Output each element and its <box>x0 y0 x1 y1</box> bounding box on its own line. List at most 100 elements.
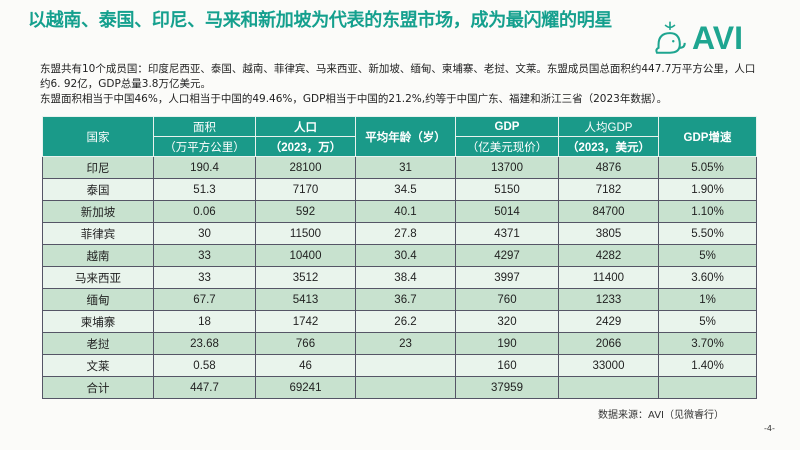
table-cell: 13700 <box>455 156 559 179</box>
table-cell: 11500 <box>255 222 356 245</box>
table-row: 新加坡 0.06 592 40.1 5014 84700 1.10% <box>42 200 757 223</box>
table-cell: 36.7 <box>355 288 456 311</box>
table-cell: 1.10% <box>658 200 757 223</box>
table-cell: 新加坡 <box>42 200 154 223</box>
header-age: 平均年龄（岁） <box>355 116 456 157</box>
table-cell: 27.8 <box>355 222 456 245</box>
whale-icon <box>655 21 686 54</box>
table-cell: 320 <box>455 310 559 333</box>
table-row: 老挝 23.68 766 23 190 2066 3.70% <box>42 332 757 355</box>
table-cell <box>658 376 757 399</box>
table-cell: 31 <box>355 156 456 179</box>
table-cell: 30 <box>153 222 256 245</box>
header-population: 人口 <box>255 116 356 137</box>
table-cell: 2066 <box>558 332 659 355</box>
table-cell: 11400 <box>558 266 659 289</box>
table-cell: 5% <box>658 244 757 267</box>
table-cell: 160 <box>455 354 559 377</box>
table-cell: 34.5 <box>355 178 456 201</box>
table-cell: 4297 <box>455 244 559 267</box>
table-cell: 1742 <box>255 310 356 333</box>
table-cell: 69241 <box>255 376 356 399</box>
table-cell: 84700 <box>558 200 659 223</box>
table-cell: 37959 <box>455 376 559 399</box>
table-cell: 5150 <box>455 178 559 201</box>
header-area-unit: （万平方公里） <box>153 136 256 157</box>
table-cell: 越南 <box>42 244 154 267</box>
header-area: 面积 <box>153 116 256 137</box>
table-cell <box>558 376 659 399</box>
table-cell: 文莱 <box>42 354 154 377</box>
table-cell <box>355 376 456 399</box>
table-row: 缅甸 67.7 5413 36.7 760 1233 1% <box>42 288 757 311</box>
table-cell: 38.4 <box>355 266 456 289</box>
table-cell: 18 <box>153 310 256 333</box>
intro-line-2: 东盟面积相当于中国46%，人口相当于中国的49.46%，GDP相当于中国的21.… <box>40 93 668 105</box>
header-population-unit: （2023，万） <box>255 136 356 157</box>
header-country: 国家 <box>42 116 154 157</box>
table-cell: 5014 <box>455 200 559 223</box>
table-cell: 766 <box>255 332 356 355</box>
table-cell: 67.7 <box>153 288 256 311</box>
header-gdp-unit: （亿美元现价） <box>455 136 559 157</box>
table-cell: 33 <box>153 244 256 267</box>
table-cell: 2429 <box>558 310 659 333</box>
header-gdp-per-unit: （2023，美元） <box>558 136 659 157</box>
table-cell: 760 <box>455 288 559 311</box>
page-title: 以越南、泰国、印尼、马来和新加坡为代表的东盟市场，成为最闪耀的明星 <box>28 10 613 31</box>
table-cell: 190.4 <box>153 156 256 179</box>
table-cell: 33 <box>153 266 256 289</box>
header-growth: GDP增速 <box>658 116 757 157</box>
table-cell <box>355 354 456 377</box>
table-cell: 3.70% <box>658 332 757 355</box>
table-cell: 3997 <box>455 266 559 289</box>
header-gdp: GDP <box>455 116 559 137</box>
table-cell: 老挝 <box>42 332 154 355</box>
table-cell: 菲律宾 <box>42 222 154 245</box>
table-cell: 5.50% <box>658 222 757 245</box>
table-cell: 1.40% <box>658 354 757 377</box>
table-cell: 40.1 <box>355 200 456 223</box>
logo: AVI <box>652 20 792 58</box>
table-cell: 447.7 <box>153 376 256 399</box>
table-cell: 5% <box>658 310 757 333</box>
table-cell: 3.60% <box>658 266 757 289</box>
table-cell: 柬埔寨 <box>42 310 154 333</box>
page-number: -4- <box>764 424 775 433</box>
table-cell: 合计 <box>42 376 154 399</box>
table-cell: 51.3 <box>153 178 256 201</box>
table-cell: 592 <box>255 200 356 223</box>
table-cell: 23 <box>355 332 456 355</box>
table-cell: 0.58 <box>153 354 256 377</box>
table-cell: 28100 <box>255 156 356 179</box>
table-cell: 1.90% <box>658 178 757 201</box>
table-row: 马来西亚 33 3512 38.4 3997 11400 3.60% <box>42 266 757 289</box>
intro-line-1: 东盟共有10个成员国：印度尼西亚、泰国、越南、菲律宾、马来西亚、新加坡、缅甸、柬… <box>40 63 756 90</box>
data-source: 数据来源：AVI（见微睿行） <box>598 410 724 421</box>
table-cell: 33000 <box>558 354 659 377</box>
table-cell: 4282 <box>558 244 659 267</box>
table-cell: 190 <box>455 332 559 355</box>
table-cell: 7170 <box>255 178 356 201</box>
table-cell: 5.05% <box>658 156 757 179</box>
table-cell: 马来西亚 <box>42 266 154 289</box>
table-cell: 3805 <box>558 222 659 245</box>
table-row: 菲律宾 30 11500 27.8 4371 3805 5.50% <box>42 222 757 245</box>
header-gdp-per-capita: 人均GDP <box>558 116 659 137</box>
table-cell: 1233 <box>558 288 659 311</box>
table-row: 印尼 190.4 28100 31 13700 4876 5.05% <box>42 156 757 179</box>
table-cell: 缅甸 <box>42 288 154 311</box>
logo-text: AVI <box>692 20 743 56</box>
table-row: 越南 33 10400 30.4 4297 4282 5% <box>42 244 757 267</box>
asean-table: 国家 面积 人口 平均年龄（岁） GDP 人均GDP GDP增速 （万平方公里）… <box>42 116 757 399</box>
table-cell: 4371 <box>455 222 559 245</box>
table-cell: 30.4 <box>355 244 456 267</box>
table-cell: 1% <box>658 288 757 311</box>
table-cell: 23.68 <box>153 332 256 355</box>
table-cell: 5413 <box>255 288 356 311</box>
table-cell: 印尼 <box>42 156 154 179</box>
table-row: 合计 447.7 69241 37959 <box>42 376 757 399</box>
table-cell: 7182 <box>558 178 659 201</box>
table-cell: 46 <box>255 354 356 377</box>
table-cell: 10400 <box>255 244 356 267</box>
